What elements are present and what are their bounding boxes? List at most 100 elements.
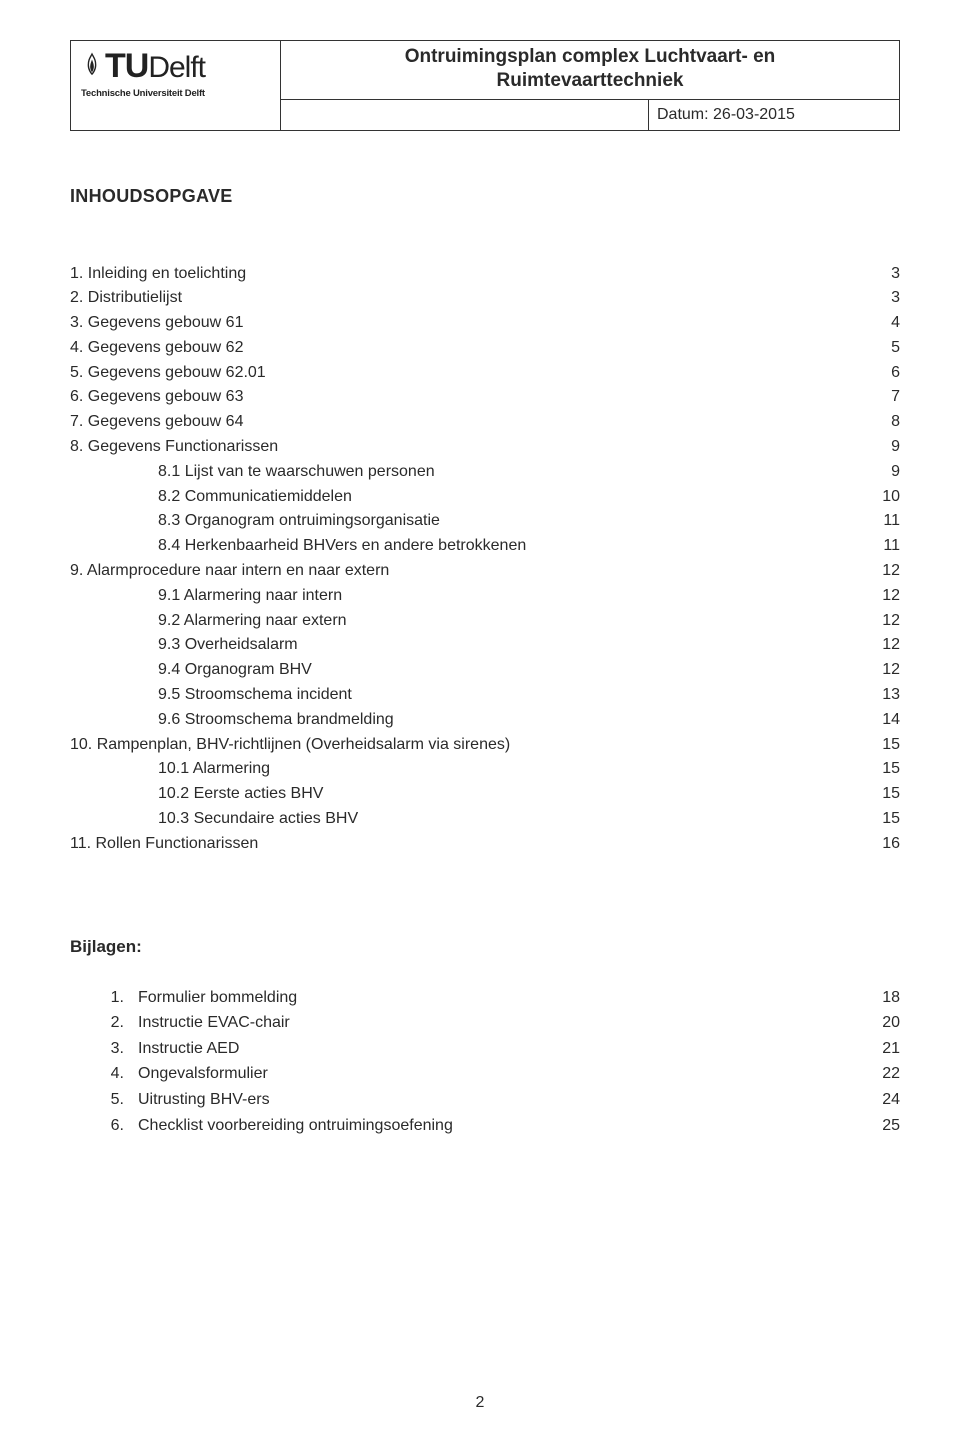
title-cell: Ontruimingsplan complex Luchtvaart- en R… xyxy=(281,41,899,130)
bijlagen-gap xyxy=(124,1113,138,1139)
toc-row: 1. Inleiding en toelichting3 xyxy=(70,262,900,287)
bijlagen-page: 22 xyxy=(860,1061,900,1087)
toc-page: 12 xyxy=(860,609,900,634)
toc-row: 8.2 Communicatiemiddelen10 xyxy=(70,485,900,510)
toc-page: 12 xyxy=(860,658,900,683)
toc-row: 4. Gegevens gebouw 625 xyxy=(70,336,900,361)
bijlagen-number: 4. xyxy=(70,1061,124,1087)
bijlagen-page: 25 xyxy=(860,1113,900,1139)
toc-row: 8.1 Lijst van te waarschuwen personen9 xyxy=(70,460,900,485)
toc-label: 9.2 Alarmering naar extern xyxy=(70,609,860,634)
toc-page: 3 xyxy=(860,286,900,311)
toc-label: 2. Distributielijst xyxy=(70,286,860,311)
bijlagen-number: 2. xyxy=(70,1010,124,1036)
toc-row: 11. Rollen Functionarissen16 xyxy=(70,832,900,857)
toc-label: 8.3 Organogram ontruimingsorganisatie xyxy=(70,509,860,534)
toc-row: 9.6 Stroomschema brandmelding14 xyxy=(70,708,900,733)
toc-label: 5. Gegevens gebouw 62.01 xyxy=(70,361,860,386)
toc-page: 13 xyxy=(860,683,900,708)
bijlagen-gap xyxy=(124,1036,138,1062)
toc-label: 6. Gegevens gebouw 63 xyxy=(70,385,860,410)
toc-page: 15 xyxy=(860,807,900,832)
toc-page: 11 xyxy=(860,509,900,534)
bijlagen-label: Uitrusting BHV-ers xyxy=(138,1087,860,1113)
toc-page: 16 xyxy=(860,832,900,857)
bijlagen-list: 1.Formulier bommelding182.Instructie EVA… xyxy=(70,985,900,1139)
table-of-contents: 1. Inleiding en toelichting32. Distribut… xyxy=(70,262,900,857)
section-title: INHOUDSOPGAVE xyxy=(70,186,900,207)
toc-label: 10. Rampenplan, BHV-richtlijnen (Overhei… xyxy=(70,733,860,758)
document-page: TUDelft Technische Universiteit Delft On… xyxy=(0,0,960,1447)
toc-label: 9.6 Stroomschema brandmelding xyxy=(70,708,860,733)
toc-page: 4 xyxy=(860,311,900,336)
toc-row: 9. Alarmprocedure naar intern en naar ex… xyxy=(70,559,900,584)
title-line-1: Ontruimingsplan complex Luchtvaart- en xyxy=(405,46,776,67)
toc-label: 10.1 Alarmering xyxy=(70,757,860,782)
toc-label: 7. Gegevens gebouw 64 xyxy=(70,410,860,435)
toc-page: 12 xyxy=(860,584,900,609)
bijlagen-row: 6.Checklist voorbereiding ontruimingsoef… xyxy=(70,1113,900,1139)
toc-page: 3 xyxy=(860,262,900,287)
bijlagen-row: 1.Formulier bommelding18 xyxy=(70,985,900,1011)
bijlagen-label: Formulier bommelding xyxy=(138,985,860,1011)
toc-label: 8. Gegevens Functionarissen xyxy=(70,435,860,460)
toc-row: 3. Gegevens gebouw 614 xyxy=(70,311,900,336)
toc-label: 8.1 Lijst van te waarschuwen personen xyxy=(70,460,860,485)
toc-page: 14 xyxy=(860,708,900,733)
flame-icon xyxy=(81,52,103,78)
bijlagen-number: 5. xyxy=(70,1087,124,1113)
document-title: Ontruimingsplan complex Luchtvaart- en R… xyxy=(281,41,899,100)
bijlagen-number: 1. xyxy=(70,985,124,1011)
toc-page: 9 xyxy=(860,435,900,460)
bijlagen-title: Bijlagen: xyxy=(70,937,900,957)
toc-row: 5. Gegevens gebouw 62.016 xyxy=(70,361,900,386)
bijlagen-number: 3. xyxy=(70,1036,124,1062)
toc-page: 15 xyxy=(860,782,900,807)
toc-row: 10.1 Alarmering15 xyxy=(70,757,900,782)
toc-page: 9 xyxy=(860,460,900,485)
toc-label: 10.3 Secundaire acties BHV xyxy=(70,807,860,832)
date-cell: Datum: 26-03-2015 xyxy=(649,100,899,130)
bijlagen-page: 21 xyxy=(860,1036,900,1062)
toc-label: 3. Gegevens gebouw 61 xyxy=(70,311,860,336)
bijlagen-row: 5.Uitrusting BHV-ers24 xyxy=(70,1087,900,1113)
logo-subtitle: Technische Universiteit Delft xyxy=(81,88,270,99)
bijlagen-row: 4. Ongevalsformulier22 xyxy=(70,1061,900,1087)
logo: TUDelft xyxy=(81,47,270,86)
bijlagen-gap xyxy=(124,1087,138,1113)
toc-label: 1. Inleiding en toelichting xyxy=(70,262,860,287)
bijlagen-gap xyxy=(124,1010,138,1036)
toc-label: 11. Rollen Functionarissen xyxy=(70,832,860,857)
toc-row: 8.3 Organogram ontruimingsorganisatie11 xyxy=(70,509,900,534)
toc-label: 9. Alarmprocedure naar intern en naar ex… xyxy=(70,559,860,584)
toc-row: 9.2 Alarmering naar extern12 xyxy=(70,609,900,634)
toc-page: 15 xyxy=(860,757,900,782)
toc-label: 10.2 Eerste acties BHV xyxy=(70,782,860,807)
toc-label: 9.5 Stroomschema incident xyxy=(70,683,860,708)
toc-page: 15 xyxy=(860,733,900,758)
toc-page: 10 xyxy=(860,485,900,510)
toc-row: 8. Gegevens Functionarissen9 xyxy=(70,435,900,460)
bijlagen-label: Ongevalsformulier xyxy=(138,1061,860,1087)
toc-row: 2. Distributielijst3 xyxy=(70,286,900,311)
logo-tu: TU xyxy=(105,47,148,85)
logo-text: TUDelft xyxy=(105,47,205,86)
date-row: Datum: 26-03-2015 xyxy=(281,100,899,130)
toc-label: 8.2 Communicatiemiddelen xyxy=(70,485,860,510)
toc-page: 11 xyxy=(860,534,900,559)
logo-cell: TUDelft Technische Universiteit Delft xyxy=(71,41,281,130)
toc-row: 9.1 Alarmering naar intern12 xyxy=(70,584,900,609)
bijlagen-gap xyxy=(124,1061,138,1087)
toc-row: 10. Rampenplan, BHV-richtlijnen (Overhei… xyxy=(70,733,900,758)
toc-page: 6 xyxy=(860,361,900,386)
toc-label: 9.1 Alarmering naar intern xyxy=(70,584,860,609)
toc-page: 12 xyxy=(860,559,900,584)
bijlagen-row: 2.Instructie EVAC-chair20 xyxy=(70,1010,900,1036)
toc-row: 10.3 Secundaire acties BHV15 xyxy=(70,807,900,832)
toc-row: 6. Gegevens gebouw 637 xyxy=(70,385,900,410)
bijlagen-number: 6. xyxy=(70,1113,124,1139)
page-number: 2 xyxy=(0,1394,960,1412)
toc-row: 9.5 Stroomschema incident13 xyxy=(70,683,900,708)
toc-page: 7 xyxy=(860,385,900,410)
toc-row: 8.4 Herkenbaarheid BHVers en andere betr… xyxy=(70,534,900,559)
